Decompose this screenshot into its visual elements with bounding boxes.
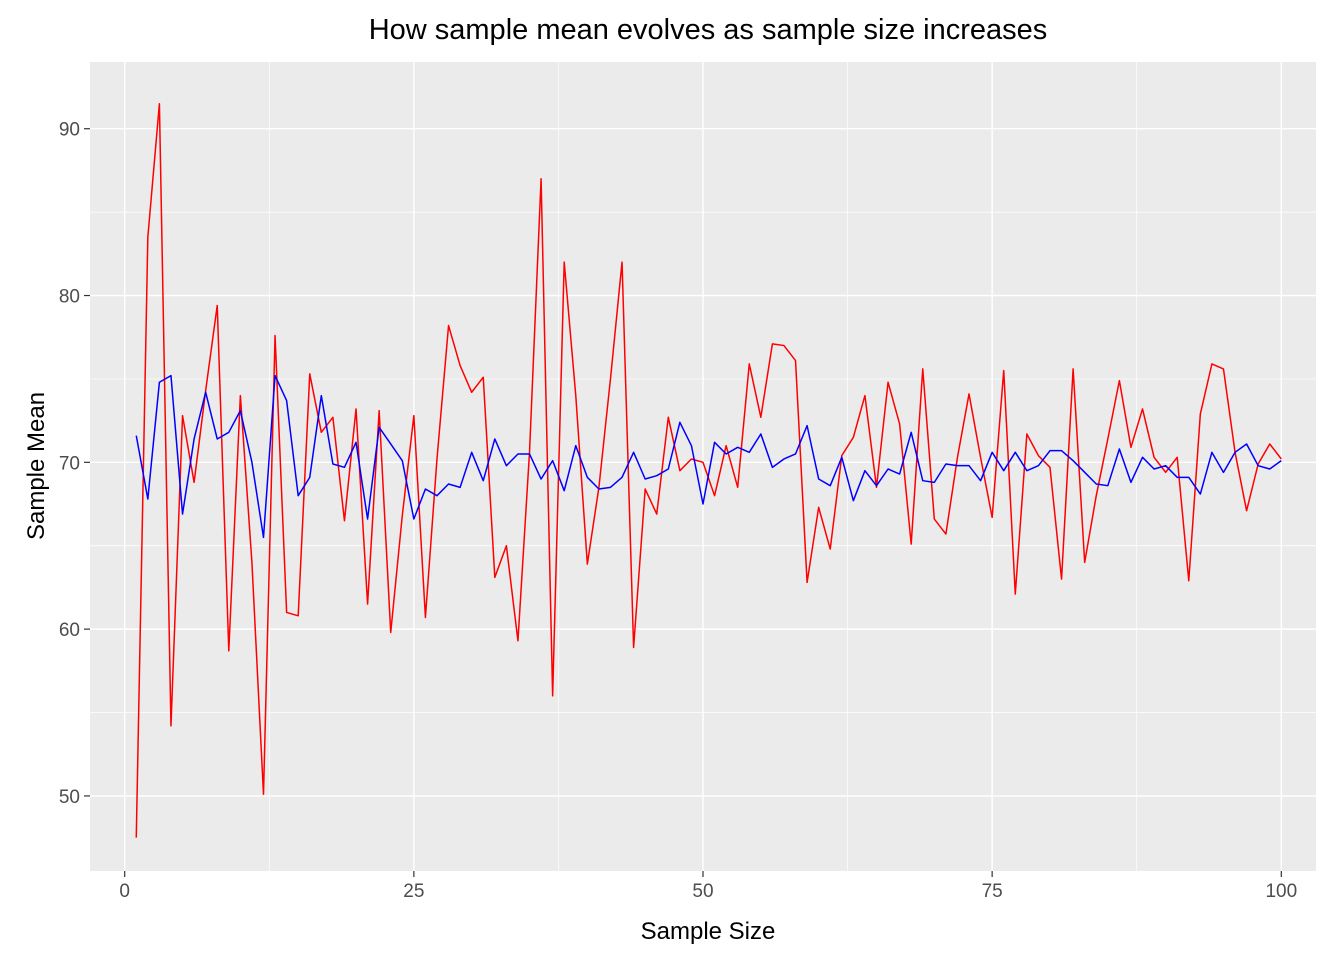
x-axis-label: Sample Size: [641, 918, 776, 945]
x-tick-label: 75: [982, 881, 1003, 902]
y-tick-label: 60: [59, 620, 80, 641]
y-tick-label: 80: [59, 287, 80, 308]
series-line-1: [135, 102, 1282, 838]
y-tick-label: 70: [59, 453, 80, 474]
x-tick-label: 25: [403, 881, 424, 902]
x-tick-label: 0: [119, 881, 130, 902]
y-tick-label: 90: [59, 120, 80, 141]
axes: 0 25 50 75 100 50 60 70 80 90: [59, 120, 1297, 902]
y-tick-label: 50: [59, 787, 80, 808]
series-layer: [135, 102, 1282, 838]
x-tick-label: 50: [692, 881, 713, 902]
x-tick-label: 100: [1265, 881, 1297, 902]
y-axis-label: Sample Mean: [23, 392, 50, 540]
chart-title: How sample mean evolves as sample size i…: [369, 14, 1048, 46]
series-line-2: [135, 374, 1282, 539]
